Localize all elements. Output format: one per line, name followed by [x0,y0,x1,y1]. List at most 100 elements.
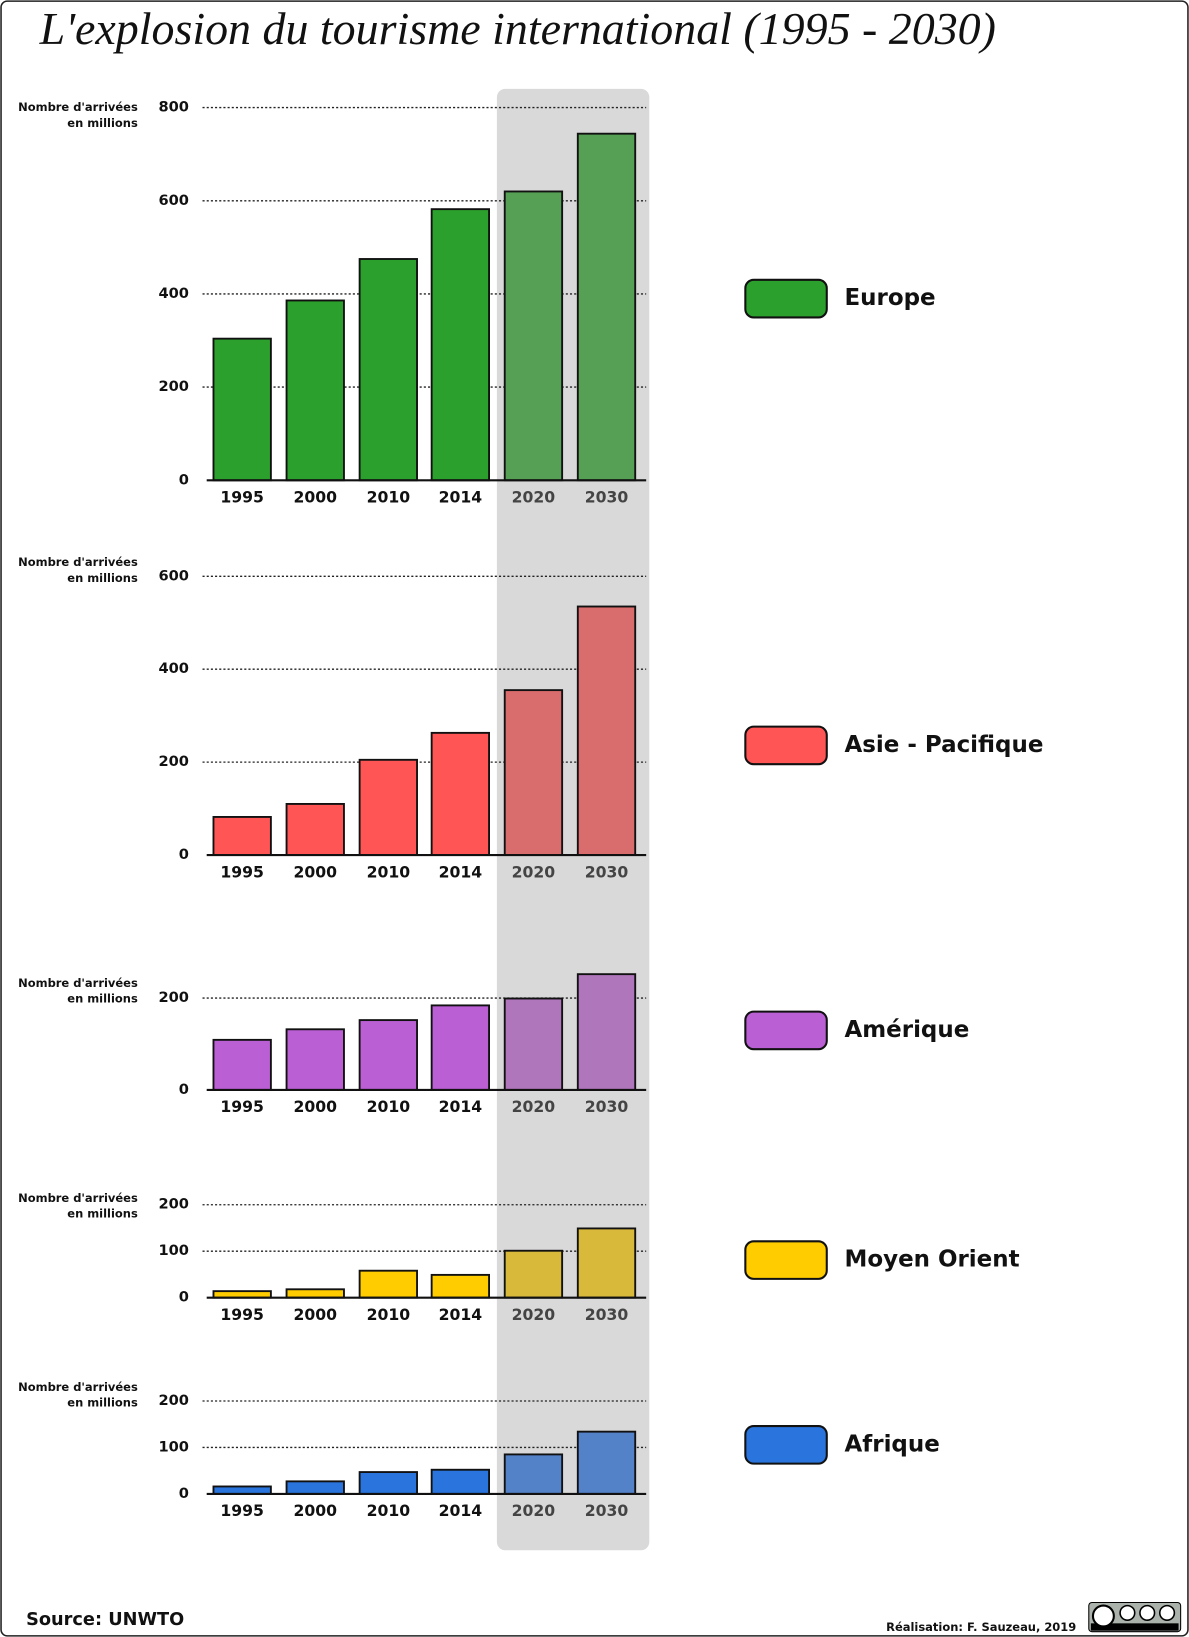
bar [358,1269,418,1299]
x-tick-label: 2020 [512,1305,556,1324]
y-axis-label: Nombre d'arrivées [18,976,138,990]
x-tick-label: 2000 [293,862,337,881]
legend-label: Afrique [845,1431,940,1457]
bar [503,689,564,856]
bar [576,973,637,1091]
bar [503,997,564,1091]
y-axis-label: en millions [67,571,138,585]
bar [285,299,345,482]
y-axis-label: en millions [67,1207,138,1221]
bar [212,1485,272,1495]
bar [576,1227,637,1299]
y-tick-label: 600 [158,192,189,209]
x-tick-label: 2014 [439,1501,483,1520]
x-tick-label: 2014 [439,488,483,507]
bar [430,731,491,856]
x-tick-label: 2020 [512,1501,556,1520]
x-tick-label: 2030 [585,1097,629,1116]
bar [430,1004,491,1091]
x-tick-label: 2010 [367,1305,411,1324]
bar [576,605,637,856]
bar [430,1273,491,1299]
x-tick-label: 2014 [439,1097,483,1116]
x-tick-label: 2010 [367,862,411,881]
y-tick-label: 0 [179,1485,189,1502]
bar [285,1028,345,1091]
badge-sa [1158,1604,1176,1621]
y-tick-label: 0 [179,1081,189,1098]
y-tick-label: 400 [158,660,189,677]
legend-label: Amérique [845,1017,970,1043]
x-tick-label: 2030 [585,488,629,507]
y-tick-label: 0 [179,1289,189,1306]
legend-swatch [744,1010,828,1051]
y-tick-label: 0 [179,846,189,863]
y-axis-label: Nombre d'arrivées [18,1191,138,1205]
x-tick-label: 2010 [367,1097,411,1116]
x-tick-label: 2014 [439,862,483,881]
credit: Réalisation: F. Sauzeau, 2019 [886,1620,1076,1634]
legend-swatch [744,278,828,319]
x-tick-label: 2000 [293,488,337,507]
bar [358,758,418,856]
x-tick-label: 2020 [512,1097,556,1116]
x-tick-label: 2020 [512,862,556,881]
y-tick-label: 200 [158,1196,189,1213]
bar [212,337,272,482]
bar [285,1288,345,1299]
y-axis-label: Nombre d'arrivées [18,100,138,114]
legend-label: Europe [845,285,936,311]
chart-title: L'explosion du tourisme international (1… [39,3,996,54]
x-tick-label: 2030 [585,1305,629,1324]
bar [358,258,418,482]
legend-label: Asie - Pacifique [845,732,1044,758]
x-tick-label: 2020 [512,488,556,507]
y-tick-label: 800 [158,99,189,116]
bar [358,1471,418,1495]
y-axis-label: Nombre d'arrivées [18,1380,138,1394]
y-tick-label: 200 [158,753,189,770]
x-tick-label: 2030 [585,1501,629,1520]
bar [503,1453,564,1495]
y-tick-label: 100 [158,1242,189,1259]
bar [576,132,637,482]
badge-cc [1091,1604,1115,1628]
x-tick-label: 1995 [220,1501,264,1520]
y-axis-label: en millions [67,992,138,1006]
bar [503,1249,564,1299]
source: Source: UNWTO [26,1610,184,1630]
y-tick-label: 400 [158,285,189,302]
y-axis-label: Nombre d'arrivées [18,555,138,569]
x-tick-label: 2030 [585,862,629,881]
y-tick-label: 200 [158,378,189,395]
badge-strip [1090,1623,1179,1631]
bar [503,190,564,482]
badge-by [1119,1604,1136,1621]
legend-swatch [744,1425,828,1465]
x-tick-label: 2000 [293,1501,337,1520]
x-tick-label: 2014 [439,1305,483,1324]
bar [212,816,272,856]
x-tick-label: 1995 [220,862,264,881]
bar [576,1430,637,1495]
y-tick-label: 200 [158,1392,189,1409]
bar [212,1038,272,1091]
bar [285,1480,345,1495]
x-tick-label: 1995 [220,1305,264,1324]
y-axis-label: en millions [67,116,138,130]
y-tick-label: 200 [158,989,189,1006]
bar [430,208,491,482]
x-tick-label: 2010 [367,488,411,507]
x-tick-label: 1995 [220,1097,264,1116]
x-tick-label: 1995 [220,488,264,507]
x-tick-label: 2000 [293,1305,337,1324]
y-tick-label: 100 [158,1438,189,1455]
y-tick-label: 0 [179,471,189,488]
badge-nc [1139,1604,1156,1621]
license-badge [1088,1601,1182,1633]
bar [430,1468,491,1495]
x-tick-label: 2000 [293,1097,337,1116]
bar [358,1019,418,1091]
